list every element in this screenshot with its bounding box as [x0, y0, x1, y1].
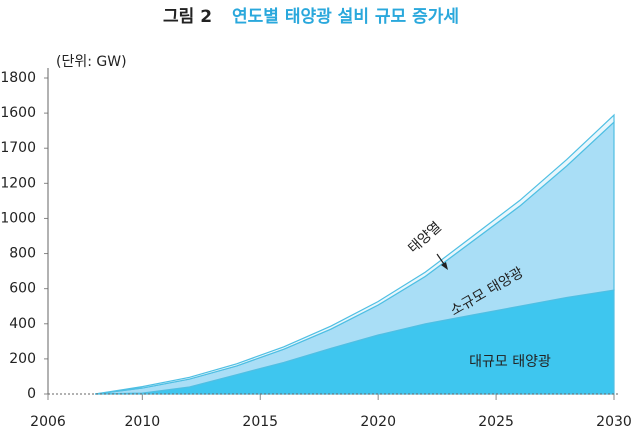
- y-tick-label: 600: [9, 281, 36, 297]
- x-tick-label: 2030: [596, 414, 632, 430]
- y-tick-label: 1800: [0, 70, 36, 86]
- x-tick-label: 2020: [360, 414, 396, 430]
- y-tick-label: 400: [9, 316, 36, 332]
- x-tick-label: 2010: [125, 414, 161, 430]
- y-tick-label: 800: [9, 246, 36, 262]
- chart-title: 연도별 태양광 설비 규모 증가세: [232, 7, 459, 27]
- series-label: 대규모 태양광: [469, 354, 551, 370]
- y-tick-label: 0: [27, 386, 36, 402]
- y-tick-label: 1200: [0, 175, 36, 191]
- y-tick-label: 200: [9, 351, 36, 367]
- unit-label: (단위: GW): [56, 54, 127, 70]
- y-tick-label: 1000: [0, 210, 36, 226]
- x-tick-label: 2006: [30, 414, 66, 430]
- x-tick-label: 2025: [478, 414, 514, 430]
- y-tick-label: 1600: [0, 105, 36, 121]
- area: [95, 113, 615, 395]
- series-label: 태양열: [405, 219, 444, 257]
- y-tick-label: 1700: [0, 140, 36, 156]
- title-label: 그림 2: [163, 7, 212, 27]
- x-tick-label: 2015: [242, 414, 278, 430]
- arrow-head: [441, 262, 448, 270]
